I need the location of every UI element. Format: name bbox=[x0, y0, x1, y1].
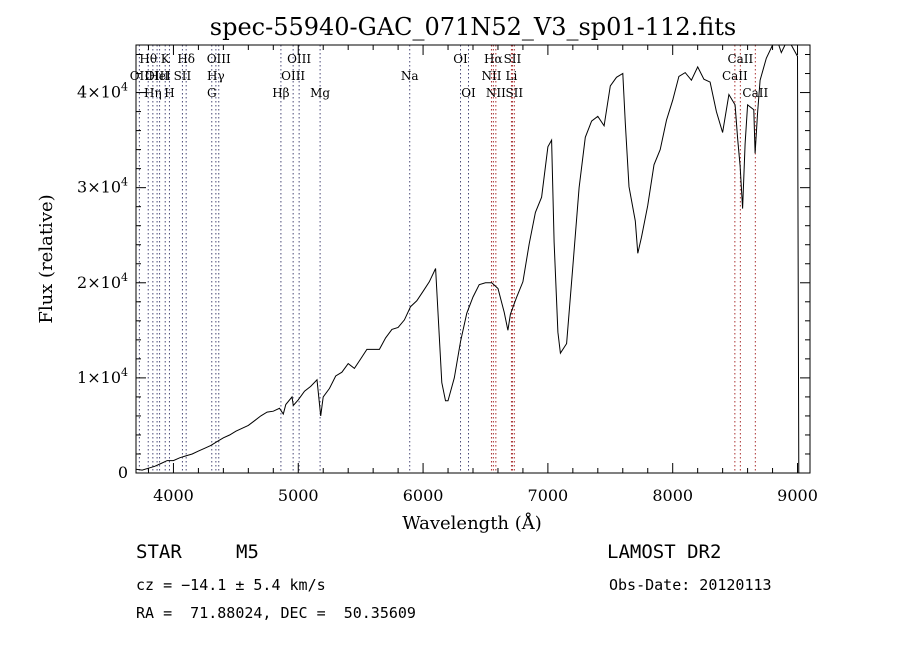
y-axis-label: Flux (relative) bbox=[36, 194, 57, 323]
line-label: Na bbox=[401, 69, 419, 83]
x-tick-label: 6000 bbox=[403, 486, 444, 505]
x-axis-ticks: 4000 5000 6000 7000 8000 9000 bbox=[147, 45, 818, 505]
line-label: Hθ bbox=[139, 52, 157, 66]
line-label: OIII bbox=[145, 69, 169, 83]
x-tick-label: 7000 bbox=[528, 486, 569, 505]
redshift-cz: cz = −14.1 ± 5.4 km/s bbox=[136, 576, 326, 594]
y-axis-ticks: 0 1×104 2×104 3×104 4×104 bbox=[77, 54, 810, 482]
line-label: K bbox=[161, 52, 171, 66]
y-tick-label: 4×104 bbox=[77, 81, 128, 102]
spectral-line-markers bbox=[138, 45, 756, 473]
chart-title: spec-55940-GAC_071N52_V3_sp01-112.fits bbox=[210, 13, 736, 41]
observation-date: Obs-Date: 20120113 bbox=[609, 576, 772, 594]
line-label: NII bbox=[481, 69, 501, 83]
line-label: CaII bbox=[742, 86, 768, 100]
line-label: OI bbox=[461, 86, 476, 100]
line-label: SII bbox=[504, 52, 522, 66]
line-label: Li bbox=[506, 69, 518, 83]
line-label: HeI bbox=[148, 69, 171, 83]
object-subclass: M5 bbox=[236, 541, 259, 563]
x-tick-label: 5000 bbox=[278, 486, 319, 505]
coordinates: RA = 71.88024, DEC = 50.35609 bbox=[136, 604, 416, 622]
object-type: STAR bbox=[136, 541, 182, 563]
y-tick-label: 1×104 bbox=[77, 366, 128, 387]
line-label: CaII bbox=[722, 69, 748, 83]
line-label: Mg bbox=[310, 86, 330, 100]
y-tick-label: 3×104 bbox=[77, 176, 128, 197]
line-label: OIII bbox=[287, 52, 311, 66]
line-label: H bbox=[164, 86, 174, 100]
line-label: Hγ bbox=[207, 69, 225, 83]
x-tick-label: 9000 bbox=[777, 486, 818, 505]
x-tick-label: 4000 bbox=[153, 486, 194, 505]
spectrum-line bbox=[135, 44, 800, 474]
line-label: SII bbox=[174, 69, 192, 83]
line-label: OIII bbox=[281, 69, 305, 83]
line-label: NII bbox=[486, 86, 506, 100]
line-label: Hβ bbox=[272, 86, 289, 100]
line-label: OII bbox=[130, 69, 150, 83]
y-tick-label: 0 bbox=[118, 463, 128, 482]
line-label: Hδ bbox=[177, 52, 195, 66]
line-label: Hη bbox=[144, 86, 162, 100]
line-label: Hα bbox=[484, 52, 503, 66]
y-tick-label: 2×104 bbox=[77, 271, 128, 292]
survey-name: LAMOST DR2 bbox=[607, 541, 722, 563]
x-tick-label: 8000 bbox=[652, 486, 693, 505]
line-label: CaII bbox=[727, 52, 753, 66]
line-label: G bbox=[207, 86, 217, 100]
x-axis-label: Wavelength (Å) bbox=[402, 512, 542, 534]
plot-frame bbox=[135, 44, 811, 474]
line-label: OI bbox=[453, 52, 468, 66]
line-label: OIII bbox=[207, 52, 231, 66]
line-label: SII bbox=[505, 86, 523, 100]
